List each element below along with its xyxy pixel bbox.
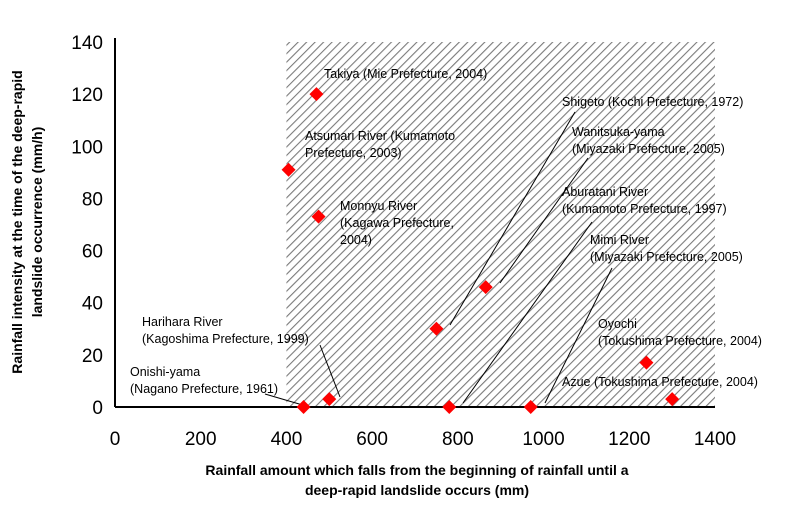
point-annotation-line: Wanitsuka-yama — [572, 125, 665, 139]
point-annotation-line: Atsumari River (Kumamoto — [305, 129, 455, 143]
y-tick-label: 120 — [71, 85, 103, 106]
y-tick-label: 0 — [92, 398, 103, 419]
point-annotation-line: Takiya (Mie Prefecture, 2004) — [324, 67, 487, 81]
leader-line — [319, 344, 341, 398]
point-annotation-line: Oyochi — [598, 317, 637, 331]
y-tick-label: 20 — [82, 346, 103, 367]
point-annotation: Shigeto (Kochi Prefecture, 1972) — [562, 95, 743, 109]
x-tick-label: 0 — [110, 429, 121, 450]
point-annotation: Onishi-yama (Nagano Prefecture, 1961) — [130, 365, 278, 396]
data-point — [322, 392, 337, 407]
data-point — [478, 280, 493, 295]
point-annotation-line: Monnyu River — [340, 199, 417, 213]
point-annotation-line: Onishi-yama — [130, 365, 200, 379]
y-tick-label: 140 — [71, 33, 103, 54]
leader-line — [264, 393, 307, 407]
data-point — [296, 400, 311, 414]
leader-line — [462, 221, 593, 404]
y-axis-title: Rainfall intensity at the time of the de… — [9, 70, 45, 373]
point-annotation: Takiya (Mie Prefecture, 2004) — [324, 67, 487, 81]
data-point — [639, 355, 654, 370]
point-annotation: Atsumari River (Kumamoto Prefecture, 2003… — [305, 129, 455, 160]
point-annotation-line: (Tokushima Prefecture, 2004) — [598, 334, 762, 348]
data-point — [523, 400, 538, 414]
x-tick-label: 400 — [271, 429, 303, 450]
leader-line — [499, 157, 589, 284]
x-tick-label: 1000 — [522, 429, 564, 450]
x-tick-label: 200 — [185, 429, 217, 450]
point-annotation-line: (Miyazaki Prefecture, 2005) — [590, 250, 743, 264]
point-annotation-line: Azue (Tokushima Prefecture, 2004) — [562, 375, 758, 389]
point-annotation-line: (Miyazaki Prefecture, 2005) — [572, 142, 725, 156]
leader-line — [544, 267, 613, 404]
data-point — [665, 392, 680, 407]
point-annotation-line: (Kumamoto Prefecture, 1997) — [562, 202, 727, 216]
point-annotation-line: Prefecture, 2003) — [305, 146, 402, 160]
y-tick-label: 80 — [82, 189, 103, 210]
point-annotation: Monnyu River (Kagawa Prefecture, 2004) — [340, 199, 454, 247]
x-tick-label: 600 — [356, 429, 388, 450]
point-annotation: Harihara River (Kagoshima Prefecture, 199… — [142, 315, 309, 346]
data-point — [311, 209, 326, 224]
shaded-region — [286, 42, 715, 407]
point-annotation: Oyochi (Tokushima Prefecture, 2004) — [598, 317, 762, 348]
x-tick-label: 800 — [442, 429, 474, 450]
data-point — [309, 87, 324, 102]
point-annotation: Aburatani River (Kumamoto Prefecture, 199… — [562, 185, 727, 216]
x-axis-title-line: deep-rapid landslide occurs (mm) — [305, 482, 529, 498]
point-annotation-line: 2004) — [340, 233, 372, 247]
y-axis-title-line: landslide occurrence (mm/h) — [29, 127, 45, 318]
y-tick-label: 60 — [82, 242, 103, 263]
y-axis-title-group: Rainfall intensity at the time of the de… — [9, 70, 45, 373]
y-tick-label: 40 — [82, 294, 103, 315]
data-point — [442, 400, 457, 414]
point-annotation: Mimi River (Miyazaki Prefecture, 2005) — [590, 233, 743, 264]
data-point — [429, 321, 444, 336]
data-point — [281, 162, 296, 177]
point-annotation-line: (Kagawa Prefecture, — [340, 216, 454, 230]
point-annotation: Azue (Tokushima Prefecture, 2004) — [562, 375, 758, 389]
point-annotation-line: Shigeto (Kochi Prefecture, 1972) — [562, 95, 743, 109]
point-annotation-line: Aburatani River — [562, 185, 648, 199]
x-axis-title: Rainfall amount which falls from the beg… — [205, 462, 628, 498]
y-tick-label: 100 — [71, 137, 103, 158]
point-annotation-line: (Kagoshima Prefecture, 1999) — [142, 332, 309, 346]
y-axis-title-line: Rainfall intensity at the time of the de… — [9, 70, 25, 373]
point-annotation: Wanitsuka-yama (Miyazaki Prefecture, 2005… — [572, 125, 725, 156]
x-tick-label: 1400 — [694, 429, 736, 450]
point-annotation-line: Mimi River — [590, 233, 649, 247]
x-axis-title-line: Rainfall amount which falls from the beg… — [205, 462, 628, 478]
leader-line — [449, 111, 576, 326]
point-annotation-line: Harihara River — [142, 315, 223, 329]
point-annotation-line: (Nagano Prefecture, 1961) — [130, 382, 278, 396]
x-tick-label: 1200 — [608, 429, 650, 450]
